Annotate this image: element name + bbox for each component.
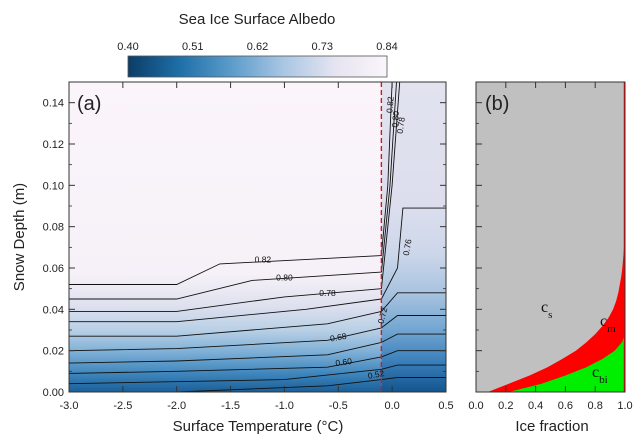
contour-line [69, 368, 382, 385]
contour-line [381, 333, 446, 343]
x-tick-label: -1.0 [275, 400, 294, 412]
contour-label: 0.78 [319, 288, 336, 298]
y-tick-label: 0.10 [43, 180, 64, 192]
x-tick-label: -2.5 [113, 400, 132, 412]
axis-ticks-b: 0.0 0.2 0.4 0.6 0.8 1.0 [468, 82, 633, 412]
colorbar-title: Sea Ice Surface Albedo [179, 11, 336, 28]
x-axis-title-a: Surface Temperature (°C) [173, 418, 344, 435]
albedo-field: 0.820.800.780.760.720.680.600.520.820.80… [69, 82, 446, 392]
colorbar-ticks: 0.40 0.51 0.62 0.73 0.84 [117, 41, 397, 53]
contour-line [380, 82, 401, 289]
fraction-areas [476, 82, 625, 392]
panel-a: 0.820.800.780.760.720.680.600.520.820.80… [11, 81, 454, 435]
albedo-fill-warm [381, 82, 446, 392]
contour-label: 0.68 [329, 331, 347, 344]
x-tick-label-b: 0.4 [528, 400, 543, 412]
colorbar-tick-label: 0.73 [312, 41, 333, 53]
area-cbi [476, 82, 625, 392]
contour-line [69, 288, 382, 312]
plot-frame-a [68, 81, 447, 393]
x-tick-label-b: 0.2 [498, 400, 513, 412]
contour-line [69, 310, 382, 337]
contour-line [380, 82, 397, 273]
contour-line [381, 377, 446, 381]
y-tick-label: 0.08 [43, 222, 64, 234]
colorbar-tick-label: 0.62 [247, 41, 268, 53]
axis-ticks-a: -3.0 -2.5 -2.0 -1.5 -1.0 -0.5 0.0 0.5 0.00 0.02 0.… [43, 82, 454, 412]
contour-line [381, 315, 446, 329]
x-tick-label: 0.5 [438, 400, 453, 412]
contour-labels: 0.820.800.780.760.720.680.600.520.820.80… [255, 96, 414, 381]
colorbar-tick-label: 0.40 [117, 41, 138, 53]
contour-lines [69, 82, 446, 392]
y-tick-label: 0.06 [43, 263, 64, 275]
y-tick-label: 0.14 [43, 98, 64, 110]
x-tick-label-b: 0.8 [588, 400, 603, 412]
y-tick-label: 0.04 [43, 304, 64, 316]
x-tick-label: 0.0 [384, 400, 399, 412]
contour-line [381, 292, 446, 312]
contour-line [69, 298, 382, 323]
contour-label: 0.72 [375, 306, 389, 325]
region-label-cs: cs [541, 299, 552, 321]
colorbar-tick-label: 0.51 [182, 41, 203, 53]
contour-line [69, 327, 382, 352]
region-label-cm: cm [600, 313, 616, 335]
contour-label: 0.52 [367, 368, 385, 381]
contour-label: 0.60 [335, 356, 353, 368]
plot-frame-b [475, 81, 626, 393]
x-tick-label-b: 0.0 [468, 400, 483, 412]
contour-line [69, 271, 382, 300]
panel-label-b: (b) [485, 93, 509, 115]
contour-label: 0.76 [401, 238, 414, 256]
panel-b: 0.0 0.2 0.4 0.6 0.8 1.0 (b) Ice fraction cs c… [468, 81, 633, 435]
x-tick-label-b: 0.6 [558, 400, 573, 412]
contour-label: 0.82 [384, 96, 395, 114]
x-tick-label-b: 1.0 [617, 400, 632, 412]
x-tick-label: -3.0 [60, 400, 79, 412]
y-tick-label: 0.00 [43, 387, 64, 399]
contour-label: 0.82 [255, 255, 272, 265]
contour-line [381, 207, 446, 300]
contour-line [69, 356, 382, 374]
contour-line [69, 341, 382, 364]
contour-line [381, 364, 446, 370]
panel-label-a: (a) [77, 93, 101, 115]
colorbar [127, 55, 388, 78]
region-label-cbi: cbi [592, 364, 608, 386]
y-tick-label: 0.02 [43, 346, 64, 358]
y-tick-label: 0.12 [43, 139, 64, 151]
contour-label: 0.78 [395, 116, 407, 134]
contour-line [69, 255, 382, 285]
contour-label: 0.80 [276, 272, 293, 282]
colorbar-tick-label: 0.84 [376, 41, 397, 53]
contour-line [176, 379, 382, 392]
contour-line [381, 350, 446, 358]
x-tick-label: -1.5 [221, 400, 240, 412]
contour-line [380, 82, 393, 256]
x-tick-label: -0.5 [329, 400, 348, 412]
x-tick-label: -2.0 [167, 400, 186, 412]
contour-label: 0.80 [390, 110, 401, 128]
x-axis-title-b: Ice fraction [515, 418, 588, 435]
y-axis-title: Snow Depth (m) [11, 183, 28, 291]
